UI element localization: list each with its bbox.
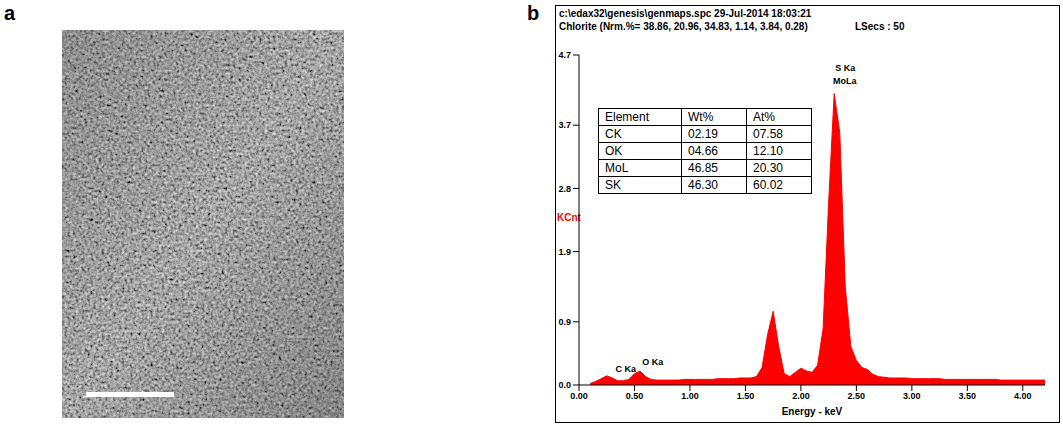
svg-text:0.50: 0.50 (626, 391, 644, 401)
svg-text:3.00: 3.00 (903, 391, 921, 401)
svg-text:1.00: 1.00 (681, 391, 699, 401)
svg-text:1.50: 1.50 (737, 391, 755, 401)
svg-text:C Ka: C Ka (616, 364, 637, 374)
svg-text:2.8: 2.8 (558, 184, 571, 194)
svg-text:0.9: 0.9 (558, 317, 571, 327)
html-text:46.30: 46.30 (688, 178, 718, 192)
svg-text:S Ka: S Ka (835, 63, 856, 73)
html-text:12.10: 12.10 (753, 144, 783, 158)
html-text:KCnt: KCnt (557, 212, 581, 223)
svg-text:1.9: 1.9 (558, 247, 571, 257)
svg-text:0.0: 0.0 (558, 380, 571, 390)
html-text:b: b (527, 2, 540, 24)
svg-text:0.00: 0.00 (570, 391, 588, 401)
svg-text:3.7: 3.7 (558, 120, 571, 130)
svg-text:2.50: 2.50 (848, 391, 866, 401)
svg-text:MoLa: MoLa (833, 76, 857, 86)
html-text:04.66: 04.66 (688, 144, 718, 158)
svg-text:2.00: 2.00 (792, 391, 810, 401)
html-text:02.19: 02.19 (688, 127, 718, 141)
svg-text:3.50: 3.50 (959, 391, 977, 401)
html-text:MoL: MoL (605, 161, 629, 175)
html-text:20.30: 20.30 (753, 161, 783, 175)
html-text:CK: CK (605, 127, 622, 141)
html-text:OK: OK (605, 144, 623, 158)
html-text:Chlorite (Nrm.%= 38.86, 20.96,: Chlorite (Nrm.%= 38.86, 20.96, 34.83, 1.… (559, 21, 808, 32)
svg-text:Energy - keV: Energy - keV (782, 406, 843, 417)
html-text:SK: SK (605, 178, 621, 192)
html-text:07.58: 07.58 (753, 127, 783, 141)
svg-text:4.00: 4.00 (1014, 391, 1032, 401)
svg-text:4.7: 4.7 (558, 50, 571, 60)
html-text:a: a (4, 2, 16, 24)
html-text:c:\edax32\genesis\genmaps.spc: c:\edax32\genesis\genmaps.spc 29-Jul-201… (559, 8, 812, 19)
html-text:Wt%: Wt% (688, 110, 714, 124)
svg-text:O Ka: O Ka (642, 357, 664, 367)
html-text:LSecs : 50: LSecs : 50 (855, 21, 905, 32)
html-text:Element: Element (605, 110, 649, 124)
html-text:At%: At% (753, 110, 775, 124)
html-text:46.85: 46.85 (688, 161, 718, 175)
html-text:60.02: 60.02 (753, 178, 783, 192)
